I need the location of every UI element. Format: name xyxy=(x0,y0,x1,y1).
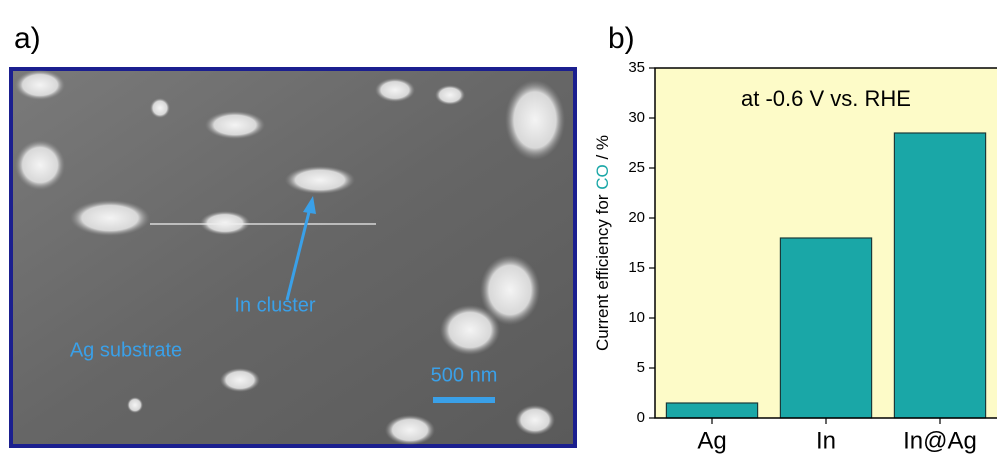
y-tick-label: 0 xyxy=(637,409,645,426)
y-tick-label: 15 xyxy=(628,259,645,276)
panel-label: a) xyxy=(14,22,41,55)
scale-bar xyxy=(433,397,495,403)
chart-annotation: at -0.6 V vs. RHE xyxy=(741,86,911,111)
sem-image: In cluster Ag substrate 500 nm xyxy=(11,69,575,446)
annotation: Ag substrate xyxy=(70,339,182,361)
y-tick-label: 35 xyxy=(628,59,645,76)
annotation: 500 nm xyxy=(431,364,498,386)
x-tick-label: Ag xyxy=(697,427,726,454)
x-tick-label: In xyxy=(816,427,836,454)
bar xyxy=(666,403,757,418)
sem-frame xyxy=(11,69,575,446)
y-axis-label: Current efficiency for CO / % xyxy=(593,135,612,351)
panel-label: b) xyxy=(608,22,635,55)
y-tick-label: 30 xyxy=(628,109,645,126)
bar xyxy=(894,133,985,418)
y-tick-label: 20 xyxy=(628,209,645,226)
y-tick-label: 25 xyxy=(628,159,645,176)
annotation: In cluster xyxy=(234,294,315,316)
y-axis-label-part: / % xyxy=(593,135,612,164)
figure: a) In cluster Ag substrate 500 nm b) 0 5 1… xyxy=(0,0,998,457)
page: a) In cluster Ag substrate 500 nm b) 0 5 1… xyxy=(0,0,998,457)
y-axis-label-part: CO xyxy=(593,164,612,190)
x-tick-label: In@Ag xyxy=(903,427,977,454)
y-axis-label-part: Current efficiency for xyxy=(593,190,612,351)
chart: 0 5 10 15 20 25 30 35 Ag In In@Ag at -0.6 V vs. RHE… xyxy=(593,59,997,454)
bar xyxy=(780,238,871,418)
y-tick-label: 5 xyxy=(637,359,645,376)
y-tick-label: 10 xyxy=(628,309,645,326)
